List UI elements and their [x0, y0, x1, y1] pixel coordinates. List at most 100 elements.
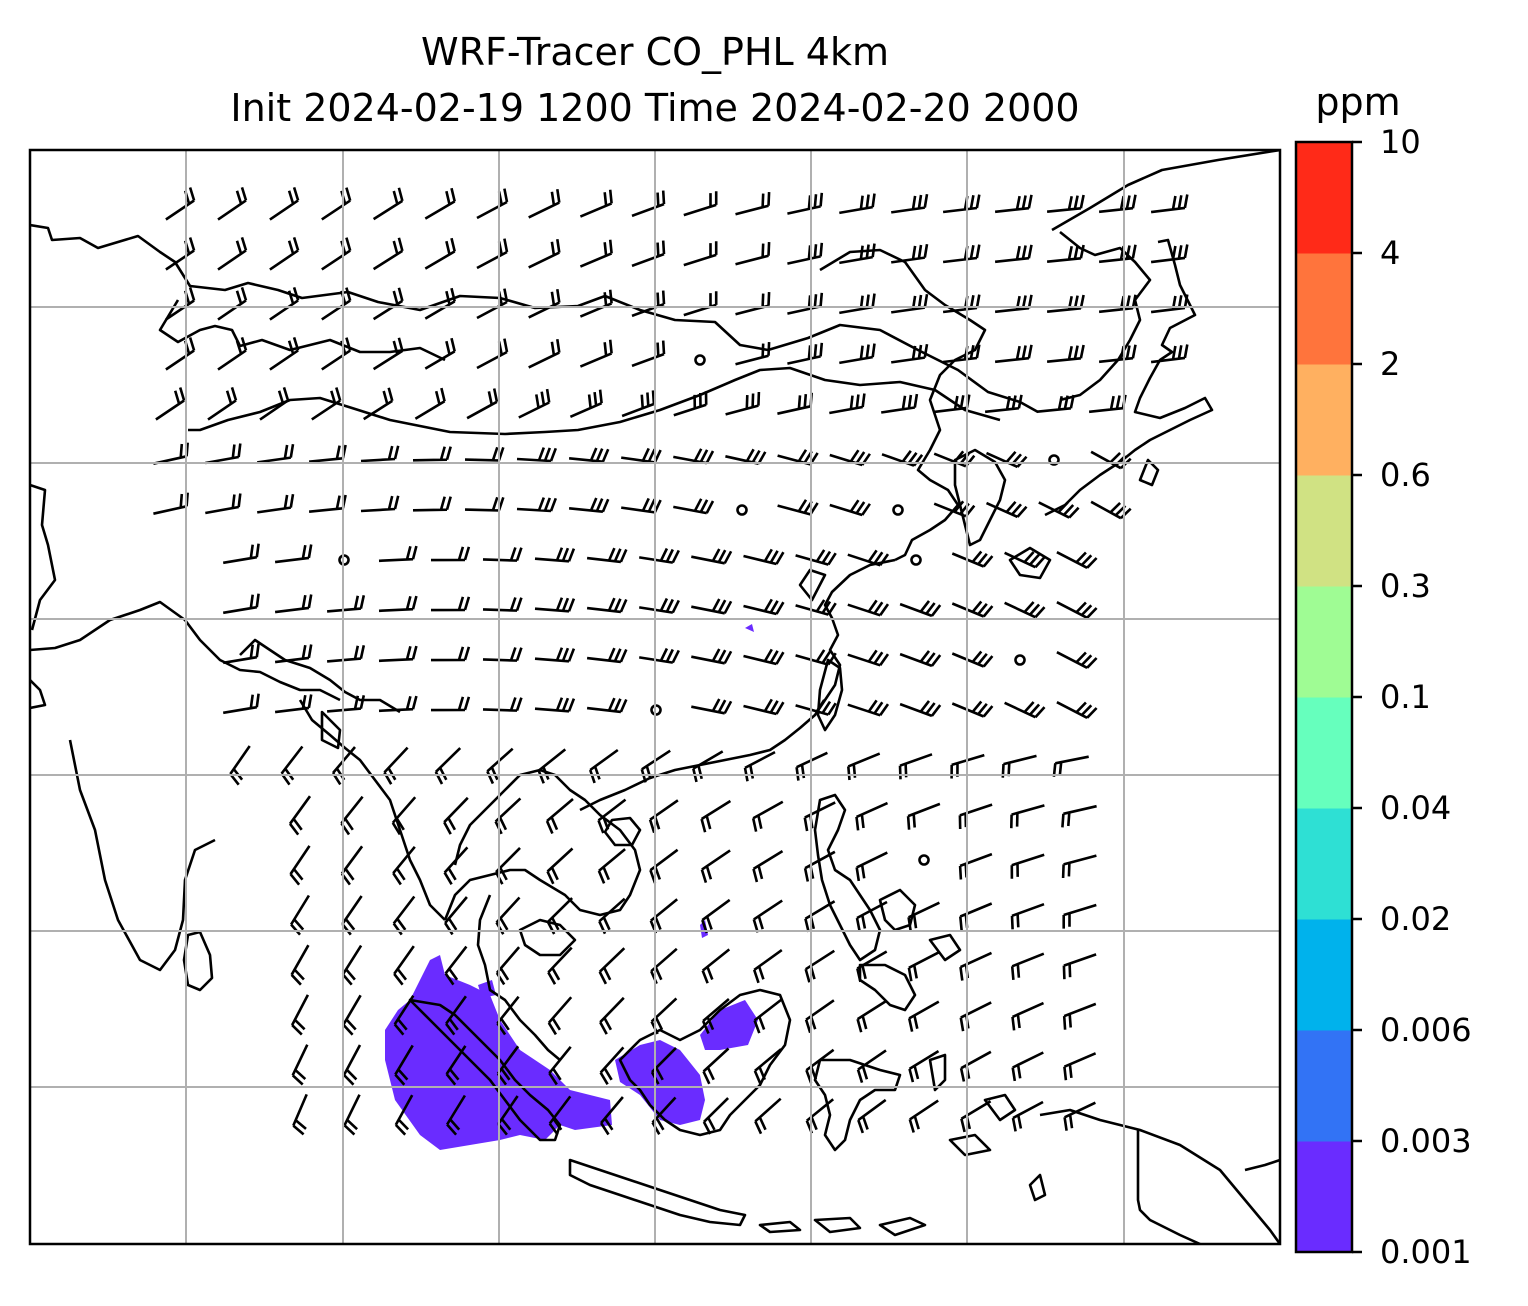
wind-barb — [1036, 394, 1075, 413]
wind-barb — [735, 342, 771, 366]
wind-barb — [839, 293, 876, 315]
wind-barb — [308, 444, 347, 463]
wind-barb — [856, 999, 888, 1033]
wind-barb — [1056, 601, 1098, 619]
wind-barb-calm — [1014, 654, 1026, 666]
wind-barb — [445, 1045, 467, 1086]
wind-barb — [372, 187, 404, 221]
wind-barb — [378, 645, 418, 663]
wind-barb — [683, 191, 718, 217]
wind-barb — [631, 240, 666, 268]
wind-barb — [639, 597, 680, 614]
wind-barb — [534, 697, 576, 713]
wind-barb — [516, 447, 558, 463]
wind-barb — [378, 595, 418, 613]
wind-barb — [1062, 953, 1097, 980]
wind-barb — [257, 443, 295, 464]
wind-barb — [839, 193, 876, 215]
wind-barb — [321, 237, 352, 271]
wind-barb — [1056, 701, 1098, 719]
wind-barb — [1011, 1001, 1045, 1031]
wind-barb — [1010, 952, 1045, 981]
wind-barb — [856, 1049, 887, 1083]
wind-barb — [942, 294, 981, 314]
wind-barb — [700, 799, 732, 833]
wind-barb — [598, 897, 626, 935]
colorbar-segment — [1296, 142, 1352, 254]
wind-barb — [378, 545, 418, 563]
wind-barb — [269, 187, 300, 221]
wind-barb — [906, 802, 941, 830]
wind-barb — [165, 187, 196, 221]
wind-barb — [752, 849, 784, 883]
wind-barb — [855, 900, 888, 932]
wind-barb — [994, 194, 1033, 214]
map-title-line2: Init 2024-02-19 1200 Time 2024-02-20 200… — [230, 86, 1080, 130]
colorbar-tick-label: 0.006 — [1380, 1011, 1472, 1049]
wind-barb — [855, 851, 888, 882]
wind-barb — [829, 393, 866, 415]
wind-barb — [1098, 244, 1137, 264]
wind-barb — [891, 343, 929, 364]
wind-barb — [393, 945, 415, 986]
wind-barb — [907, 901, 940, 931]
wind-barb — [1062, 903, 1097, 929]
wind-barb — [326, 645, 366, 663]
wind-barb — [777, 499, 819, 516]
wind-barb — [342, 994, 362, 1036]
wind-barb — [753, 998, 783, 1034]
wind-barb — [586, 547, 628, 564]
wind-barb — [899, 600, 942, 618]
wind-barb — [466, 388, 499, 420]
wind-barb — [1046, 244, 1085, 263]
wind-barb — [599, 996, 625, 1035]
wind-barb — [691, 598, 733, 615]
wind-barb — [274, 544, 313, 564]
colorbar-tick-label: 0.001 — [1380, 1233, 1472, 1271]
colorbar-tick-label: 4 — [1380, 234, 1401, 272]
wind-barb — [217, 337, 248, 371]
colorbar-segment — [1296, 364, 1352, 476]
wind-barb — [631, 190, 666, 218]
wind-barb — [391, 796, 417, 836]
wind-barb — [1062, 1002, 1097, 1030]
wind-barb — [907, 1000, 940, 1032]
wind-barb — [528, 239, 561, 269]
wind-barb — [777, 392, 813, 415]
wind-barb — [725, 448, 767, 465]
wind-barb — [430, 596, 471, 612]
wind-barb — [847, 599, 890, 617]
wind-barb — [340, 795, 364, 836]
wind-barb — [291, 1044, 309, 1086]
colorbar-tick-label: 0.04 — [1380, 789, 1452, 827]
wind-barb — [960, 1100, 992, 1133]
wind-barb — [289, 894, 311, 936]
wind-barb — [683, 291, 718, 317]
wind-barb — [217, 237, 248, 271]
wind-barb — [959, 951, 993, 981]
wind-barb — [274, 594, 313, 614]
wind-barb — [942, 244, 981, 264]
wind-barb — [891, 193, 929, 214]
wind-barb — [269, 337, 300, 371]
colorbar-segment — [1296, 919, 1352, 1031]
colorbar-unit: ppm — [1315, 80, 1401, 124]
wind-barb — [701, 948, 731, 984]
wind-barb — [857, 1098, 887, 1134]
wind-barb — [598, 947, 626, 985]
wind-barb — [777, 449, 819, 466]
wind-barb — [464, 496, 505, 512]
wind-barb — [881, 393, 919, 414]
wind-barb — [847, 649, 890, 667]
wind-barb — [372, 237, 404, 271]
colorbar-tick-label: 0.3 — [1380, 567, 1431, 605]
wind-barb — [165, 237, 196, 271]
wind-barb — [829, 449, 871, 467]
wind-barb — [621, 447, 662, 464]
wind-barb — [424, 187, 456, 220]
wind-barb — [994, 294, 1033, 314]
wind-barb — [951, 700, 994, 718]
wind-barb — [222, 543, 260, 565]
wind-barb — [464, 446, 505, 462]
